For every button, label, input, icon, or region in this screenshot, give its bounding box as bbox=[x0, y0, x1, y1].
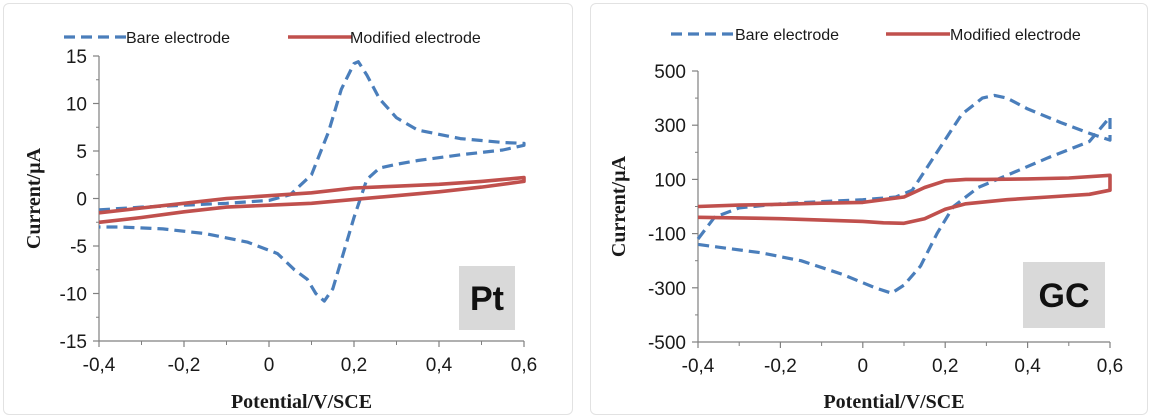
y-tick-label: 500 bbox=[654, 62, 686, 83]
series-line-bare-electrode bbox=[98, 60, 526, 303]
series-line-bare-electrode bbox=[696, 93, 1112, 295]
x-tick-label: 0,6 bbox=[511, 355, 537, 376]
legend-label: Modified electrode bbox=[350, 30, 481, 47]
y-tick-label: 0 bbox=[76, 190, 87, 211]
chart-panel-pt: -15 -10 -5 0 5 10 15 -0,4 -0,2 0 0,2 0,4 0,6 Potentia… bbox=[3, 3, 573, 415]
y-tick-label: 100 bbox=[654, 170, 686, 191]
electrode-badge-label: Pt bbox=[470, 280, 504, 318]
x-tick-label: 0,2 bbox=[932, 356, 958, 377]
y-axis-title: Current/µA bbox=[608, 155, 630, 257]
x-tick-label: 0,4 bbox=[426, 355, 453, 376]
x-tick-label: -0,2 bbox=[168, 355, 201, 376]
chart-svg-pt: -15 -10 -5 0 5 10 15 -0,4 -0,2 0 0,2 0,4 0,6 Potentia… bbox=[23, 30, 537, 413]
electrode-badge-label: GC bbox=[1039, 277, 1090, 315]
chart-panel-gc: -500 -300 -100 100 300 500 -0,4 -0,2 0 0,2 0,4 0,6 P… bbox=[590, 3, 1148, 415]
y-tick-label: -15 bbox=[60, 332, 87, 353]
x-axis-title: Potential/V/SCE bbox=[231, 391, 372, 413]
x-tick-label: 0,4 bbox=[1014, 356, 1041, 377]
y-tick-label: -5 bbox=[70, 237, 87, 258]
x-tick-label: 0,6 bbox=[1097, 356, 1123, 377]
x-tick-label: -0,4 bbox=[83, 355, 116, 376]
y-tick-label: -500 bbox=[648, 333, 686, 354]
x-tick-label: -0,4 bbox=[682, 356, 715, 377]
y-tick-label: -300 bbox=[648, 279, 686, 300]
series-line-modified-electrode bbox=[697, 173, 1112, 226]
series-line-modified-electrode bbox=[98, 175, 526, 225]
x-tick-label: -0,2 bbox=[764, 356, 797, 377]
chart-svg-gc: -500 -300 -100 100 300 500 -0,4 -0,2 0 0,2 0,4 0,6 P… bbox=[608, 27, 1123, 413]
y-tick-label: 15 bbox=[66, 47, 87, 68]
legend-label: Bare electrode bbox=[735, 27, 839, 44]
x-tick-label: 0,2 bbox=[341, 355, 367, 376]
y-tick-label: 5 bbox=[76, 142, 87, 163]
legend-label: Modified electrode bbox=[950, 27, 1081, 44]
legend-label: Bare electrode bbox=[126, 30, 230, 47]
y-tick-label: 300 bbox=[654, 116, 686, 137]
y-axis-title: Current/µA bbox=[23, 147, 45, 249]
y-tick-label: 10 bbox=[66, 95, 87, 116]
electrode-badge-bg bbox=[1023, 262, 1105, 328]
x-tick-label: 0 bbox=[264, 355, 275, 376]
y-tick-label: -10 bbox=[60, 285, 87, 306]
y-tick-label: -100 bbox=[648, 225, 686, 246]
electrode-badge-bg bbox=[459, 266, 515, 330]
x-tick-label: 0 bbox=[858, 356, 869, 377]
x-axis-title: Potential/V/SCE bbox=[823, 391, 964, 413]
